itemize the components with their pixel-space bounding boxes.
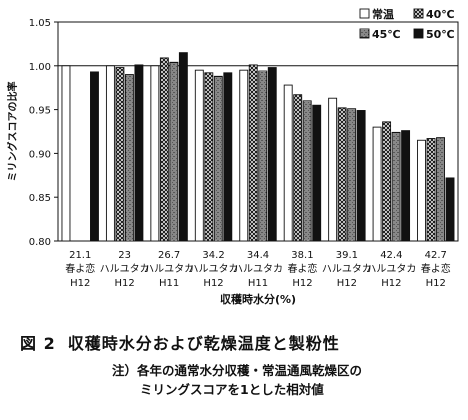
x-tick-year: H12 — [337, 278, 357, 289]
bar — [356, 110, 366, 242]
y-tick-label: 0.80 — [29, 237, 51, 248]
bar — [105, 65, 115, 242]
y-tick-label: 0.95 — [29, 106, 51, 117]
legend-label: 50℃ — [426, 28, 455, 41]
bar — [445, 177, 455, 242]
x-tick-year: H12 — [292, 278, 312, 289]
bar — [436, 137, 445, 242]
legend-swatch — [413, 8, 424, 19]
x-tick-year: H11 — [159, 278, 179, 289]
x-tick-moisture: 39.1 — [336, 250, 358, 261]
note-line-1: 注）各年の通常水分収穫・常温通風乾燥区の — [112, 363, 363, 378]
bar — [258, 70, 268, 242]
legend-swatch — [413, 28, 424, 39]
bar — [194, 69, 204, 242]
x-axis-label: 収穫時水分(%) — [220, 292, 296, 306]
legend-swatch — [359, 28, 370, 39]
y-tick-label: 0.90 — [29, 149, 51, 160]
x-tick-variety: ハルユタカ — [144, 263, 194, 275]
x-tick-variety: 春よ恋 — [287, 262, 317, 275]
x-tick-year: H11 — [248, 278, 268, 289]
x-tick-variety: ハルユタカ — [366, 263, 416, 275]
figure-number: 図 2 — [20, 334, 56, 353]
x-tick-year: H12 — [70, 278, 90, 289]
legend-label: 45℃ — [372, 28, 401, 41]
bar — [302, 100, 312, 242]
x-tick-variety: 春よ恋 — [421, 262, 451, 275]
bar — [283, 84, 293, 242]
bar — [382, 121, 392, 242]
bar — [223, 72, 233, 242]
bar — [115, 67, 125, 242]
bar — [337, 107, 347, 242]
x-tick-moisture: 21.1 — [69, 250, 91, 261]
x-tick-moisture: 26.7 — [158, 250, 180, 261]
legend-swatch — [359, 8, 370, 19]
y-tick-label: 1.05 — [29, 18, 51, 29]
x-tick-variety: ハルユタカ — [189, 263, 239, 275]
y-axis-label: ミリングスコアの比率 — [6, 82, 19, 182]
bar — [204, 72, 214, 242]
figure-note: 注）各年の通常水分収穫・常温通風乾燥区の ミリングスコアを1とした相対値 — [112, 361, 362, 399]
bar — [312, 104, 322, 242]
y-tick-label: 1.00 — [29, 62, 51, 73]
bar — [159, 57, 169, 242]
bar — [391, 131, 401, 242]
bar — [426, 138, 436, 242]
figure-caption: 図 2 収穫時水分および乾燥温度と製粉性 — [20, 330, 340, 354]
bar — [293, 94, 303, 242]
x-tick-variety: ハルユタカ — [100, 263, 150, 275]
x-tick-moisture: 42.4 — [380, 250, 402, 261]
bar — [150, 65, 160, 242]
bar — [248, 64, 258, 242]
bar-chart: 0.800.850.900.951.001.05ミリングスコアの比率21.1春よ… — [6, 7, 459, 306]
x-tick-variety: 春よ恋 — [65, 262, 95, 275]
bar — [347, 108, 357, 242]
bar — [213, 75, 223, 242]
bar — [372, 126, 382, 242]
bar — [328, 97, 338, 242]
bar — [90, 71, 99, 242]
bar — [134, 64, 144, 242]
legend-label: 常温 — [372, 7, 394, 21]
x-tick-variety: ハルユタカ — [322, 263, 372, 275]
bar — [239, 69, 249, 242]
bar — [267, 67, 277, 242]
x-tick-moisture: 42.7 — [425, 250, 447, 261]
bar — [169, 61, 179, 242]
bar — [61, 65, 71, 242]
figure-title: 収穫時水分および乾燥温度と製粉性 — [67, 334, 340, 353]
x-tick-moisture: 23 — [118, 250, 131, 261]
y-tick-label: 0.85 — [29, 193, 51, 204]
x-tick-year: H12 — [426, 278, 446, 289]
plot-frame — [57, 21, 459, 242]
bar — [401, 130, 411, 242]
x-tick-year: H12 — [203, 278, 223, 289]
note-line-2: ミリングスコアを1とした相対値 — [140, 382, 324, 397]
x-tick-variety: ハルユタカ — [233, 263, 283, 275]
x-tick-year: H12 — [115, 278, 135, 289]
bar — [178, 52, 188, 242]
x-tick-moisture: 34.2 — [202, 250, 224, 261]
legend-label: 40℃ — [426, 8, 455, 21]
bar — [417, 139, 426, 242]
x-tick-moisture: 38.1 — [291, 250, 313, 261]
x-tick-moisture: 34.4 — [247, 250, 269, 261]
x-tick-year: H12 — [381, 278, 401, 289]
bar — [124, 74, 134, 242]
